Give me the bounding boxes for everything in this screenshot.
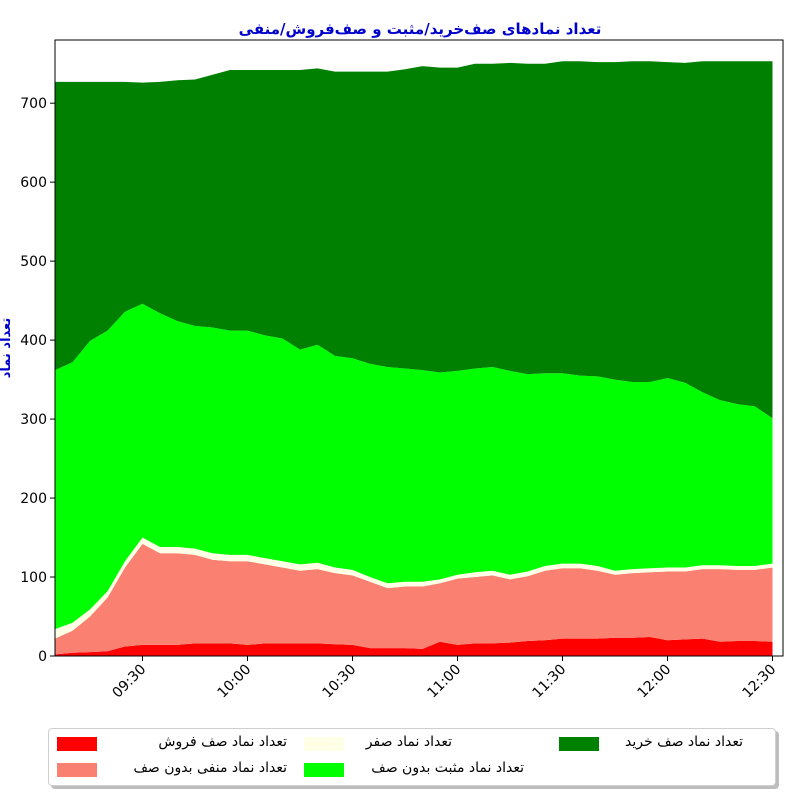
x-tick-label: 12:00: [634, 662, 674, 702]
area-series-3: [55, 303, 773, 630]
x-tick-label: 10:00: [214, 662, 254, 702]
legend-item-positive-no-queue: تعداد نماد مثبت بدون صف: [304, 760, 524, 780]
plot-frame: [54, 39, 784, 657]
legend-swatch-buy-queue: [559, 737, 599, 751]
y-tick-label: 300: [20, 412, 47, 428]
x-tick-label: 09:30: [109, 662, 149, 702]
legend-item-zero: تعداد نماد صفر: [304, 734, 452, 754]
legend-swatch-positive-no-queue: [304, 763, 344, 777]
x-tick-label: 11:00: [424, 662, 464, 702]
y-axis: 0 100 200 300 400 500 600 700: [20, 96, 55, 665]
legend-item-sell-queue: تعداد نماد صف فروش: [57, 734, 287, 754]
legend-label-buy-queue: تعداد نماد صف خرید: [625, 734, 743, 750]
y-tick-label: 0: [38, 649, 47, 665]
area-layers: [55, 61, 773, 656]
y-tick-label: 500: [20, 254, 47, 270]
x-tick-label: 11:30: [529, 662, 569, 702]
y-tick-label: 100: [20, 570, 47, 586]
legend-label-zero: تعداد نماد صفر: [365, 734, 452, 750]
legend-item-negative-no-queue: تعداد نماد منفی بدون صف: [57, 760, 287, 780]
x-axis: 09:30 10:00 10:30 11:00 11:30 12:00 12:30: [109, 656, 779, 701]
legend-swatch-zero: [304, 737, 344, 751]
y-tick-label: 400: [20, 333, 47, 349]
y-tick-label: 700: [20, 96, 47, 112]
legend: تعداد نماد صف فروش تعداد نماد منفی بدون …: [48, 728, 776, 786]
legend-swatch-sell-queue: [57, 737, 97, 751]
y-tick-label: 600: [20, 175, 47, 191]
area-series-4: [55, 61, 773, 419]
legend-swatch-negative-no-queue: [57, 763, 97, 777]
y-axis-label: تعداد نماد: [0, 318, 14, 379]
chart-title: تعداد نمادهای صف‌خرید/مثبت و صف‌فروش/منف…: [239, 20, 602, 38]
legend-label-positive-no-queue: تعداد نماد مثبت بدون صف: [371, 760, 524, 776]
legend-item-buy-queue: تعداد نماد صف خرید: [559, 734, 743, 754]
area-series-1: [55, 543, 773, 655]
legend-label-negative-no-queue: تعداد نماد منفی بدون صف: [133, 760, 287, 776]
x-tick-label: 12:30: [739, 662, 779, 702]
y-tick-label: 200: [20, 491, 47, 507]
x-tick-label: 10:30: [319, 662, 359, 702]
area-series-0: [55, 637, 773, 656]
legend-label-sell-queue: تعداد نماد صف فروش: [158, 734, 287, 750]
